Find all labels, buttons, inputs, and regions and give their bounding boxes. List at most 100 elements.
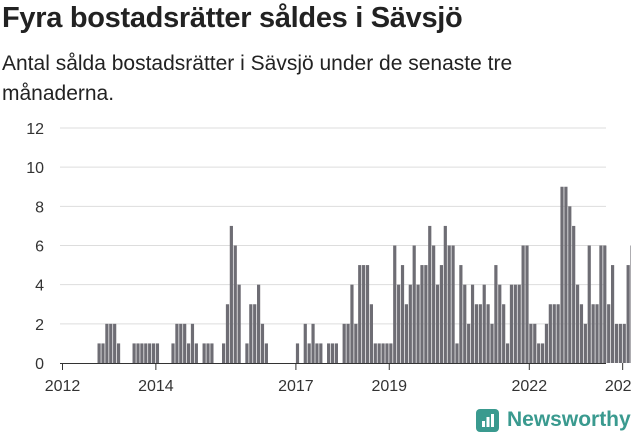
bar [435, 284, 440, 363]
y-tick-label: 4 [35, 278, 44, 295]
x-tick-label: 2019 [371, 378, 407, 395]
bar [253, 304, 257, 363]
bar [540, 343, 545, 363]
bar [428, 225, 432, 363]
bar [221, 343, 226, 363]
newsworthy-logo-icon [476, 408, 499, 432]
bar [190, 323, 195, 363]
bar [420, 265, 424, 363]
bar [354, 323, 358, 363]
bar [186, 343, 191, 363]
bar [101, 343, 105, 363]
bar [393, 245, 397, 363]
bar [350, 284, 354, 363]
bar [327, 343, 331, 363]
bar [260, 323, 265, 363]
bar [358, 265, 362, 363]
bar [330, 343, 335, 363]
bar [614, 323, 619, 363]
bar [245, 343, 249, 363]
bar [486, 304, 490, 363]
chart-title: Fyra bostadsrätter såldes i Sävsjö [2, 2, 463, 34]
bar [470, 284, 475, 363]
bar [369, 304, 373, 363]
bar [377, 343, 381, 363]
bar [575, 284, 580, 363]
bar [225, 304, 230, 363]
bar [210, 343, 214, 363]
bar [509, 284, 514, 363]
bar [362, 265, 366, 363]
bar [432, 245, 436, 363]
bar [389, 343, 393, 363]
bar [233, 245, 237, 363]
bar [194, 343, 198, 363]
bar [202, 343, 206, 363]
bar [482, 284, 486, 363]
bar [179, 323, 183, 363]
bar [548, 304, 552, 363]
bar [568, 206, 572, 363]
x-tick-label: 2012 [45, 378, 81, 395]
bar [249, 304, 253, 363]
bar [404, 304, 409, 363]
bar [295, 343, 300, 363]
bar [424, 265, 428, 363]
bar [618, 323, 622, 363]
bar [151, 343, 156, 363]
bar [264, 343, 268, 363]
bar [521, 245, 525, 363]
bar [513, 284, 517, 363]
bar [334, 343, 338, 363]
bar [517, 284, 521, 363]
gridlines [60, 127, 606, 325]
bar [572, 225, 576, 363]
bar [583, 323, 587, 363]
bar [400, 265, 405, 363]
chart-subtitle: Antal sålda bostadsrätter i Sävsjö under… [2, 52, 513, 105]
bar [533, 323, 537, 363]
bar [451, 245, 455, 363]
bar [579, 304, 584, 363]
bar [599, 245, 603, 363]
y-axis-tick-labels: 0 2 4 6 8 10 12 [26, 121, 44, 373]
x-tick-label: 2017 [278, 378, 314, 395]
bar [257, 284, 261, 363]
y-tick-label: 2 [35, 317, 44, 334]
newsworthy-logo: Newsworthy [476, 408, 631, 432]
bar [132, 343, 136, 363]
y-tick-label: 0 [35, 356, 44, 373]
y-tick-label: 10 [26, 160, 44, 177]
bar [474, 304, 479, 363]
bar [109, 323, 113, 363]
bar [537, 343, 541, 363]
bars [97, 186, 631, 363]
bar [229, 225, 233, 363]
bar [463, 284, 467, 363]
bar [478, 304, 482, 363]
bar [498, 284, 502, 363]
bar [412, 245, 416, 363]
bar [148, 343, 152, 363]
x-tick-label: 2024 [605, 378, 631, 395]
bar [319, 343, 323, 363]
bar [416, 284, 420, 363]
bar [381, 343, 385, 363]
bar [443, 225, 447, 363]
bar [311, 323, 315, 363]
x-tick-label: 2022 [512, 378, 548, 395]
bar [105, 323, 109, 363]
bar [307, 343, 311, 363]
bar [408, 284, 412, 363]
bar [603, 245, 607, 363]
bar [505, 343, 510, 363]
bar [303, 323, 307, 363]
bar [342, 323, 346, 363]
bar [155, 343, 160, 363]
bar [467, 323, 471, 363]
bar [459, 265, 463, 363]
bar [587, 245, 591, 363]
bar [525, 245, 529, 363]
bar [365, 265, 370, 363]
x-tick-label: 2014 [138, 378, 174, 395]
